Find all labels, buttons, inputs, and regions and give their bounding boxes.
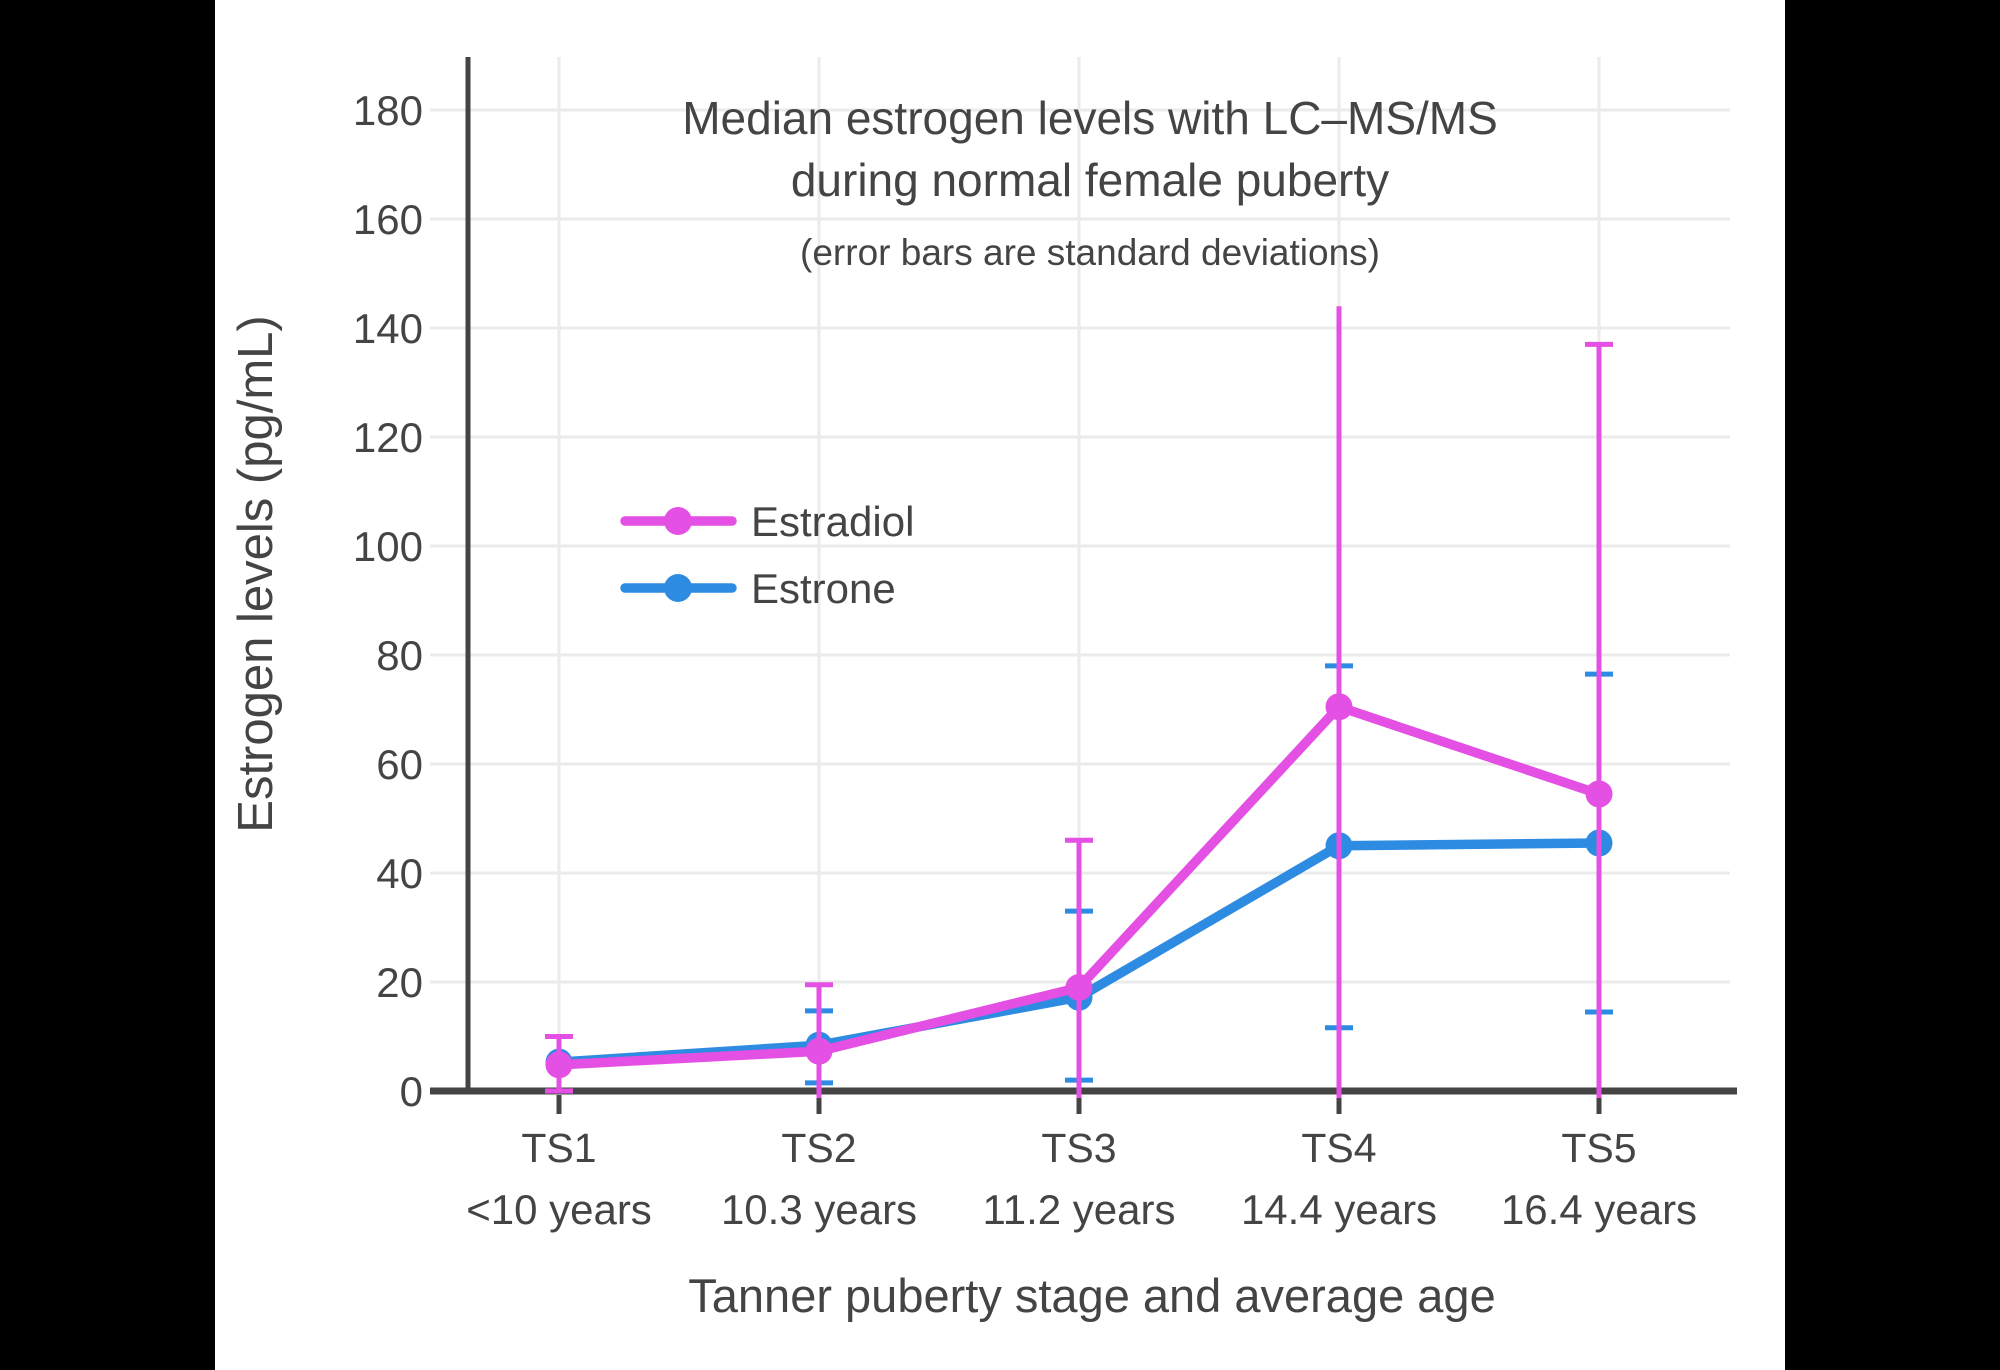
x-tick-label-TS2: TS2 bbox=[781, 1125, 856, 1171]
legend-swatch-dot-estradiol bbox=[664, 507, 692, 535]
x-age-label-TS3: 11.2 years bbox=[983, 1186, 1176, 1233]
data-point-estradiol-TS3 bbox=[1065, 973, 1093, 1001]
y-tick-label-80: 80 bbox=[376, 632, 423, 679]
y-tick-label-100: 100 bbox=[353, 523, 423, 570]
x-age-label-TS1: <10 years bbox=[466, 1186, 652, 1233]
data-point-estradiol-TS4 bbox=[1325, 693, 1353, 721]
left-black-bar bbox=[0, 0, 215, 1370]
data-point-estradiol-TS1 bbox=[545, 1051, 573, 1079]
text-layer: Median estrogen levels with LC–MS/MS dur… bbox=[229, 92, 1498, 1322]
y-tick-label-40: 40 bbox=[376, 850, 423, 897]
chart-title-line1: Median estrogen levels with LC–MS/MS bbox=[682, 92, 1498, 144]
x-tick-label-TS1: TS1 bbox=[521, 1125, 596, 1171]
legend-swatches bbox=[620, 507, 737, 602]
right-black-bar bbox=[1785, 0, 2000, 1370]
y-tick-label-120: 120 bbox=[353, 414, 423, 461]
x-age-label-TS4: 14.4 years bbox=[1241, 1186, 1437, 1233]
x-tick-label-TS3: TS3 bbox=[1041, 1125, 1116, 1171]
y-tick-label-20: 20 bbox=[376, 959, 423, 1006]
data-layer bbox=[545, 306, 1613, 1098]
x-tick-label-TS5: TS5 bbox=[1561, 1125, 1636, 1171]
legend-label-estradiol: Estradiol bbox=[751, 498, 914, 545]
legend-label-estrone: Estrone bbox=[751, 565, 896, 612]
y-tick-label-60: 60 bbox=[376, 741, 423, 788]
x-tick-label-TS4: TS4 bbox=[1301, 1125, 1376, 1171]
y-axis-title: Estrogen levels (pg/mL) bbox=[229, 315, 283, 832]
y-tick-label-180: 180 bbox=[353, 87, 423, 134]
chart-background bbox=[215, 0, 1785, 1370]
x-axis-title: Tanner puberty stage and average age bbox=[688, 1269, 1495, 1322]
y-tick-label-140: 140 bbox=[353, 305, 423, 352]
chart-subtitle: (error bars are standard deviations) bbox=[800, 232, 1380, 273]
legend-swatch-dot-estrone bbox=[664, 574, 692, 602]
chart-title-line2: during normal female puberty bbox=[791, 154, 1389, 206]
y-tick-label-0: 0 bbox=[400, 1068, 423, 1115]
x-age-label-TS5: 16.4 years bbox=[1501, 1186, 1697, 1233]
axes-layer: TS1 <10 years TS2 10.3 years TS3 11.2 years TS… bbox=[353, 57, 1737, 1233]
x-age-label-TS2: 10.3 years bbox=[721, 1186, 917, 1233]
data-point-estradiol-TS2 bbox=[805, 1037, 833, 1065]
data-point-estradiol-TS5 bbox=[1585, 780, 1613, 808]
y-tick-label-160: 160 bbox=[353, 196, 423, 243]
